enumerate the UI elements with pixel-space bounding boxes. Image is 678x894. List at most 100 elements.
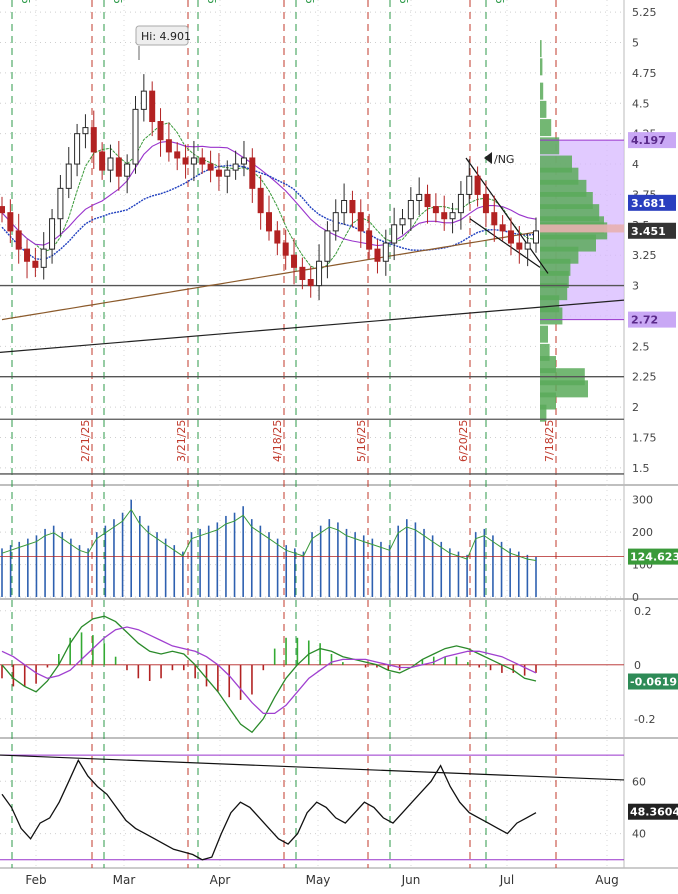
candle-body	[449, 212, 456, 220]
price-tick-label: 2.5	[632, 340, 650, 353]
candle-body	[324, 230, 331, 262]
candle-body	[382, 242, 389, 262]
rsi-badge: 48.3604	[630, 806, 678, 819]
x-tick-label: Feb	[25, 873, 46, 887]
volume-profile-bar	[540, 325, 548, 343]
candle-body	[24, 248, 31, 262]
x-tick-label: Jun	[401, 873, 421, 887]
x-tick-label: Mar	[113, 873, 136, 887]
date-marker-label: 2/21/25	[79, 420, 92, 462]
candle-body	[332, 212, 339, 232]
candle-body	[466, 175, 473, 195]
expiry-label: NGQ25	[493, 0, 506, 4]
candle-body	[99, 151, 106, 171]
expiry-label: NGK25	[205, 0, 218, 4]
candle-body	[49, 218, 56, 250]
candle-body	[157, 121, 164, 141]
candle-body	[357, 212, 364, 232]
candle-body	[282, 242, 289, 256]
candle-body	[516, 242, 523, 250]
date-marker-label: 3/21/25	[175, 420, 188, 462]
volume-badge-bg	[628, 548, 678, 565]
candle-body	[149, 90, 156, 123]
price-badge-ma-bg	[628, 194, 676, 211]
symbol-label: /NG	[494, 153, 514, 166]
candle-body	[533, 230, 539, 244]
volume-tick-label: 200	[632, 526, 653, 539]
candle-body	[65, 163, 72, 189]
x-tick-label: May	[306, 873, 331, 887]
macd-line	[1, 615, 537, 734]
volume-profile-bar	[540, 343, 550, 361]
candle-body	[199, 157, 206, 165]
candle-body	[416, 193, 423, 202]
price-tick-label: 2	[632, 401, 639, 414]
price-badge-upper-bg	[628, 132, 676, 149]
volume-profile-bar	[540, 100, 547, 118]
expiry-label: NGH25	[19, 0, 32, 4]
macd-tick-label: 0	[634, 659, 641, 672]
candle-body	[190, 157, 197, 165]
point-of-control	[540, 224, 624, 233]
price-tick-label: 1.75	[632, 431, 657, 444]
candle-body	[341, 200, 348, 214]
price-tick-label: 1.5	[632, 462, 650, 475]
candle-body	[32, 260, 39, 268]
x-tick-label: Jul	[499, 873, 514, 887]
candle-body	[90, 127, 97, 153]
x-tick-label: Apr	[210, 873, 231, 887]
x-tick-label: Aug	[595, 873, 618, 887]
ma-short-line	[1, 122, 537, 271]
candle-body	[307, 278, 314, 287]
candle-body	[232, 163, 239, 171]
price-tick-label: 5.25	[632, 6, 657, 19]
price-badge-upper: 4.197	[631, 134, 666, 147]
candle-body	[249, 157, 256, 189]
expiry-label: NGJ25	[111, 0, 124, 4]
candle-body	[40, 248, 47, 268]
candle-body	[82, 127, 89, 135]
candle-body	[124, 163, 131, 177]
macd-tick-label: -0.2	[634, 713, 655, 726]
date-marker-label: 4/18/25	[271, 420, 284, 462]
volume-profile-bar	[540, 40, 542, 58]
candle-body	[274, 230, 281, 244]
price-tick-label: 5	[632, 37, 639, 50]
candle-body	[299, 266, 306, 280]
price-tick-label: 3.25	[632, 249, 657, 262]
rsi-tick-label: 40	[632, 828, 646, 841]
candle-body	[349, 200, 356, 214]
macd-badge-bg	[628, 673, 678, 690]
candle-body	[432, 206, 439, 214]
volume-badge: 124.623	[630, 551, 678, 564]
price-tick-label: 4.5	[632, 97, 650, 110]
candle-body	[291, 254, 298, 268]
candle-body	[257, 187, 264, 214]
candle-body	[15, 230, 22, 250]
rsi-badge-bg	[628, 803, 678, 820]
volume-profile-bar	[540, 82, 544, 100]
candle-body	[407, 200, 414, 220]
date-marker-label: 6/20/25	[457, 420, 470, 462]
volume-profile-bar	[540, 119, 552, 137]
date-marker-label: 5/16/25	[355, 420, 368, 462]
volume-ma-line	[1, 508, 537, 561]
price-tick-label: 3	[632, 280, 639, 293]
symbol-pointer-icon	[484, 152, 492, 164]
price-badge-last-bg	[628, 222, 676, 239]
ma-mid-line	[1, 140, 537, 247]
volume-profile-bar	[540, 58, 543, 76]
candle-body	[207, 163, 214, 171]
price-badge-lower: 2.72	[631, 314, 658, 327]
candle-body	[524, 242, 531, 250]
candle-body	[424, 193, 431, 208]
candle-body	[374, 248, 381, 262]
candle-body	[165, 139, 172, 153]
rsi-line	[1, 758, 537, 861]
rsi-trend-line	[0, 754, 625, 781]
candle-body	[266, 212, 272, 232]
candle-body	[115, 157, 122, 177]
high-callout-box	[135, 25, 189, 46]
